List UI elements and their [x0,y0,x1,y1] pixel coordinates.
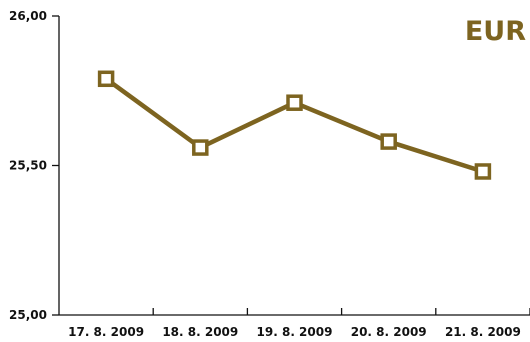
axes [52,15,530,316]
x-tick-label: 19. 8. 2009 [257,325,333,339]
x-tick-label: 18. 8. 2009 [162,325,238,339]
data-point-marker [474,163,492,180]
y-tick-label: 25,50 [9,159,47,173]
series-line [104,76,484,174]
unit-label: EUR [465,16,526,47]
x-tick-label: 20. 8. 2009 [351,325,427,339]
data-point-marker [192,139,209,156]
labels: 25,00 25,50 26,00 17. 8. 2009 18. 8. 2009 19.… [9,9,521,339]
y-tick-label: 25,00 [9,308,47,322]
data-point-marker [286,94,303,111]
series-layer [97,70,492,180]
x-tick-label: 21. 8. 2009 [445,325,521,339]
y-tick-label: 26,00 [9,9,47,23]
x-tick-label: 17. 8. 2009 [68,325,144,339]
data-point-marker [380,133,397,150]
data-point-marker [97,70,115,88]
